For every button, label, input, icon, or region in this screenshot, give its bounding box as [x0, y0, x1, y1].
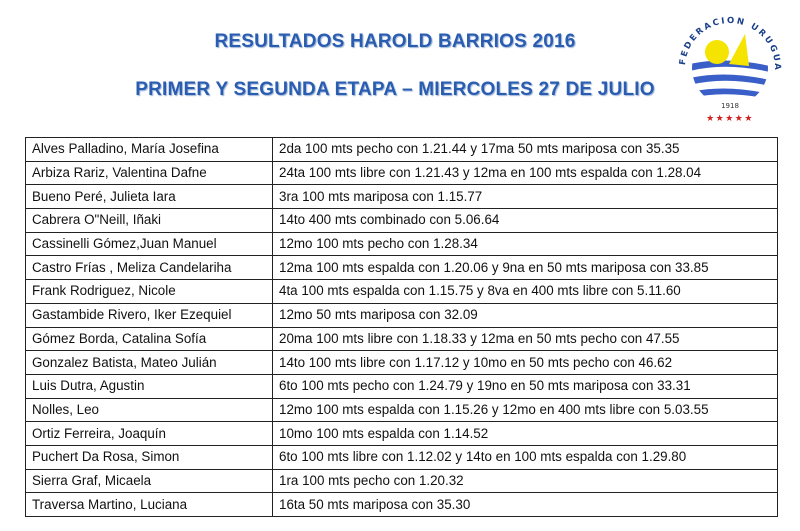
swimmer-result: 10mo 100 mts espalda con 1.14.52 [272, 421, 778, 446]
table-row: Arbiza Rariz, Valentina Dafne 24ta 100 mt… [25, 160, 778, 186]
page-title: RESULTADOS HAROLD BARRIOS 2016 [214, 31, 576, 52]
swimmer-name: Nolles, Leo [25, 397, 273, 423]
table-row: Gómez Borda, Catalina Sofía 20ma 100 mts … [25, 326, 778, 352]
federation-logo: FEDERACION URUGUAYA DE NATACION 1918 ★★★… [665, 4, 780, 124]
swimmer-name: Castro Frías , Meliza Candelariha [25, 255, 273, 281]
table-row: Puchert Da Rosa, Simon 6to 100 mts libre … [25, 444, 778, 470]
swimmer-result: 3ra 100 mts mariposa con 1.15.77 [272, 184, 778, 210]
table-row: Castro Frías , Meliza Candelariha 12ma 10… [25, 255, 778, 281]
swimmer-name: Traversa Martino, Luciana [25, 492, 273, 517]
table-row: Ortiz Ferreira, Joaquín 10mo 100 mts espa… [25, 421, 778, 446]
swimmer-name: Gómez Borda, Catalina Sofía [25, 326, 273, 352]
swimmer-name: Bueno Peré, Julieta Iara [25, 184, 273, 210]
swimmer-result: 12mo 50 mts mariposa con 32.09 [272, 302, 778, 328]
swimmer-name: Sierra Graf, Micaela [25, 468, 273, 494]
page-subtitle: PRIMER Y SEGUNDA ETAPA – MIERCOLES 27 DE… [135, 79, 655, 100]
swimmer-result: 6to 100 mts pecho con 1.24.79 y 19no en … [272, 373, 778, 399]
swimmer-name: Gastambide Rivero, Iker Ezequiel [25, 302, 273, 328]
results-table: Alves Palladino, María Josefina 2da 100 m… [25, 137, 778, 517]
swimmer-result: 12mo 100 mts espalda con 1.15.26 y 12mo … [272, 397, 778, 423]
table-row: Cabrera O"Neill, Iñaki 14to 400 mts combi… [25, 208, 778, 233]
swimmer-name: Cabrera O"Neill, Iñaki [25, 208, 273, 233]
table-row: Alves Palladino, María Josefina 2da 100 m… [25, 137, 778, 162]
swimmer-name: Alves Palladino, María Josefina [25, 137, 273, 162]
table-row: Traversa Martino, Luciana 16ta 50 mts mar… [25, 492, 778, 517]
table-row: Sierra Graf, Micaela 1ra 100 mts pecho co… [25, 468, 778, 494]
swimmer-name: Gonzalez Batista, Mateo Julián [25, 350, 273, 375]
svg-text:★★★★★: ★★★★★ [706, 114, 754, 124]
swimmer-name: Ortiz Ferreira, Joaquín [25, 421, 273, 446]
swimmer-name: Arbiza Rariz, Valentina Dafne [25, 160, 273, 186]
swimmer-name: Luis Dutra, Agustin [25, 373, 273, 399]
swimmer-result: 6to 100 mts libre con 1.12.02 y 14to en … [272, 444, 778, 470]
table-row: Nolles, Leo 12mo 100 mts espalda con 1.15… [25, 397, 778, 423]
table-row: Luis Dutra, Agustin 6to 100 mts pecho con… [25, 373, 778, 399]
table-row: Cassinelli Gómez,Juan Manuel 12mo 100 mts… [25, 231, 778, 257]
swimmer-name: Frank Rodriguez, Nicole [25, 279, 273, 304]
table-row: Gonzalez Batista, Mateo Julián 14to 100 m… [25, 350, 778, 375]
swimmer-result: 12ma 100 mts espalda con 1.20.06 y 9na e… [272, 255, 778, 281]
swimmer-result: 12mo 100 mts pecho con 1.28.34 [272, 231, 778, 257]
table-row: Gastambide Rivero, Iker Ezequiel 12mo 50 … [25, 302, 778, 328]
swimmer-result: 20ma 100 mts libre con 1.18.33 y 12ma en… [272, 326, 778, 352]
swimmer-name: Puchert Da Rosa, Simon [25, 444, 273, 470]
swimmer-result: 24ta 100 mts libre con 1.21.43 y 12ma en… [272, 160, 778, 186]
swimmer-result: 16ta 50 mts mariposa con 35.30 [272, 492, 778, 517]
swimmer-result: 4ta 100 mts espalda con 1.15.75 y 8va en… [272, 279, 778, 304]
table-row: Frank Rodriguez, Nicole 4ta 100 mts espal… [25, 279, 778, 304]
swimmer-result: 14to 100 mts libre con 1.17.12 y 10mo en… [272, 350, 778, 375]
swimmer-result: 14to 400 mts combinado con 5.06.64 [272, 208, 778, 233]
swimmer-result: 2da 100 mts pecho con 1.21.44 y 17ma 50 … [272, 137, 778, 162]
table-row: Bueno Peré, Julieta Iara 3ra 100 mts mari… [25, 184, 778, 210]
swimmer-name: Cassinelli Gómez,Juan Manuel [25, 231, 273, 257]
swimmer-result: 1ra 100 mts pecho con 1.20.32 [272, 468, 778, 494]
svg-text:1918: 1918 [721, 102, 739, 110]
